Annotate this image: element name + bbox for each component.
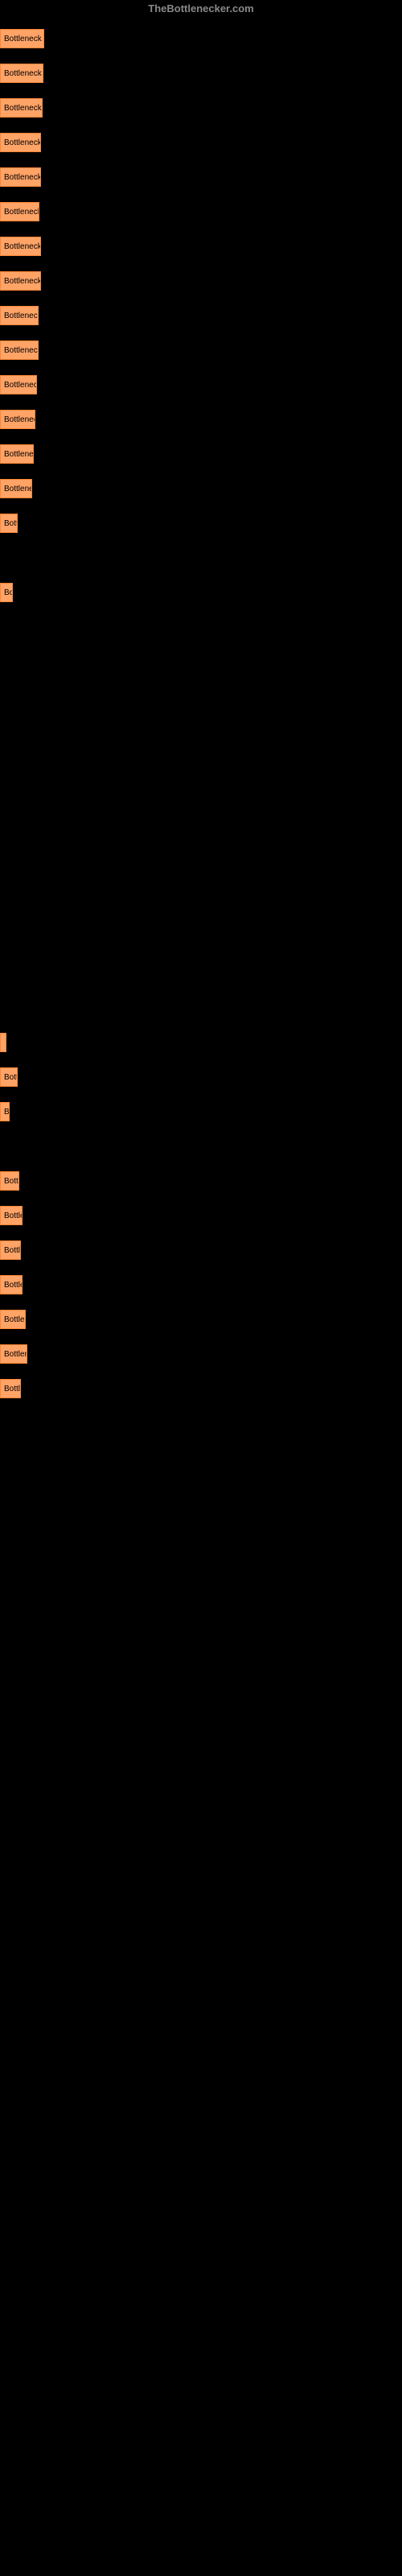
bar-row xyxy=(0,1133,402,1159)
bar-row xyxy=(0,544,402,571)
bar-row: Bottleneck re xyxy=(0,60,402,86)
bottleneck-bar: Bottleneck r xyxy=(0,237,41,256)
bottleneck-bar: B xyxy=(0,1102,10,1121)
bar-row: Bottleneck xyxy=(0,336,402,363)
bottleneck-bar: Bottlenec xyxy=(0,410,35,429)
bottleneck-bar: Bottlenec xyxy=(0,479,32,498)
bar-row: Bottleneck r xyxy=(0,129,402,155)
bar-label: Bottleneck re xyxy=(4,35,44,43)
bottleneck-bar: Bottleneck xyxy=(0,375,37,394)
bar-label: Bott xyxy=(4,519,18,528)
bar-label: Bottleneck xyxy=(4,346,39,355)
bar-label: Bottleneck xyxy=(4,381,37,390)
bar-row xyxy=(0,994,402,1021)
bar-label: Bo xyxy=(4,588,13,597)
bar-row: Bottleneck re xyxy=(0,25,402,52)
bar-label: Bott xyxy=(4,1177,18,1186)
bottleneck-bar: Bottleneck xyxy=(0,306,39,325)
bar-label: B xyxy=(4,1108,10,1117)
bar-row: B xyxy=(0,1098,402,1125)
bar-label: Bottleneck r xyxy=(4,173,41,182)
bar-row xyxy=(0,821,402,848)
bottleneck-bar: Bottleneck r xyxy=(0,271,41,291)
bar-label: Bottlen xyxy=(4,1350,27,1359)
bar-row: Bottleneck r xyxy=(0,267,402,294)
bottleneck-bar: Bottleneck xyxy=(0,202,39,221)
bar-row: Bo xyxy=(0,579,402,605)
bar-label: Bottleneck xyxy=(4,312,39,320)
site-header: TheBottlenecker.com xyxy=(0,0,402,17)
bottleneck-bar xyxy=(0,1033,6,1052)
bottleneck-bar: Bottleneck r xyxy=(0,133,41,152)
bar-row: Bottlenec xyxy=(0,475,402,502)
bottleneck-bar: Bo xyxy=(0,583,13,602)
bar-label: Bottleneck r xyxy=(4,242,41,251)
bar-label: Bottle xyxy=(4,1212,23,1220)
bar-row xyxy=(0,1029,402,1055)
bottleneck-bar: Bottlenec xyxy=(0,444,34,464)
bottleneck-bar: Bottleneck re xyxy=(0,29,44,48)
bar-row: Bottl xyxy=(0,1375,402,1402)
bar-label: Bottl xyxy=(4,1246,20,1255)
bar-row: Bottlenec xyxy=(0,440,402,467)
bar-label: Bottlenec xyxy=(4,450,34,459)
bar-label: Bottleneck re xyxy=(4,69,43,78)
bar-row: Bottleneck r xyxy=(0,163,402,190)
bottleneck-bar: Bottl xyxy=(0,1379,21,1398)
bar-row: Bottleneck xyxy=(0,302,402,328)
bar-row: Bottler xyxy=(0,1306,402,1332)
bottleneck-bar: Bott xyxy=(0,514,18,533)
bar-label: Bottlenec xyxy=(4,485,32,493)
bottleneck-bar: Bottle xyxy=(0,1275,23,1294)
bottleneck-bar: Bottleneck xyxy=(0,341,39,360)
bar-row xyxy=(0,856,402,882)
bar-row: Bottlenec xyxy=(0,406,402,432)
bar-row: Bott xyxy=(0,510,402,536)
bar-row xyxy=(0,613,402,640)
site-title: TheBottlenecker.com xyxy=(148,2,254,14)
bar-label: Bott xyxy=(4,1073,18,1082)
bar-row: Bottle xyxy=(0,1271,402,1298)
bar-row xyxy=(0,890,402,917)
bar-label: Bottler xyxy=(4,1315,26,1324)
bottleneck-bar: Bottl xyxy=(0,1241,21,1260)
bar-row: Bottleneck xyxy=(0,371,402,398)
bar-row: Bottleneck r xyxy=(0,233,402,259)
bar-row xyxy=(0,960,402,986)
bar-label: Bottle xyxy=(4,1281,23,1290)
bar-row xyxy=(0,752,402,778)
bar-row xyxy=(0,925,402,952)
bar-row: Bottle xyxy=(0,1202,402,1228)
bottleneck-bar: Bottleneck re xyxy=(0,98,43,118)
bottleneck-bar: Bottleneck re xyxy=(0,64,43,83)
bottleneck-bar: Bottlen xyxy=(0,1344,27,1364)
bar-label: Bottlenec xyxy=(4,415,35,424)
bar-row xyxy=(0,648,402,675)
bar-row: Bott xyxy=(0,1167,402,1194)
bottleneck-bar: Bottleneck r xyxy=(0,167,41,187)
bar-row: Bottlen xyxy=(0,1340,402,1367)
bar-row: Bottleneck xyxy=(0,198,402,225)
bar-row xyxy=(0,717,402,744)
bottleneck-bar: Bottle xyxy=(0,1206,23,1225)
bar-row: Bottl xyxy=(0,1236,402,1263)
bottleneck-bar: Bott xyxy=(0,1171,19,1191)
bottleneck-bar: Bottler xyxy=(0,1310,26,1329)
bar-row xyxy=(0,683,402,709)
bottleneck-bar: Bott xyxy=(0,1067,18,1087)
bar-label: Bottleneck r xyxy=(4,277,41,286)
bar-label: Bottleneck re xyxy=(4,104,43,113)
bar-row xyxy=(0,786,402,813)
bar-row: Bottleneck re xyxy=(0,94,402,121)
bar-label: Bottleneck xyxy=(4,208,39,217)
bar-label: Bottl xyxy=(4,1385,20,1393)
bar-label: Bottleneck r xyxy=(4,138,41,147)
bottleneck-chart: Bottleneck re Bottleneck re Bottleneck re B… xyxy=(0,17,402,1418)
bar-row: Bott xyxy=(0,1063,402,1090)
